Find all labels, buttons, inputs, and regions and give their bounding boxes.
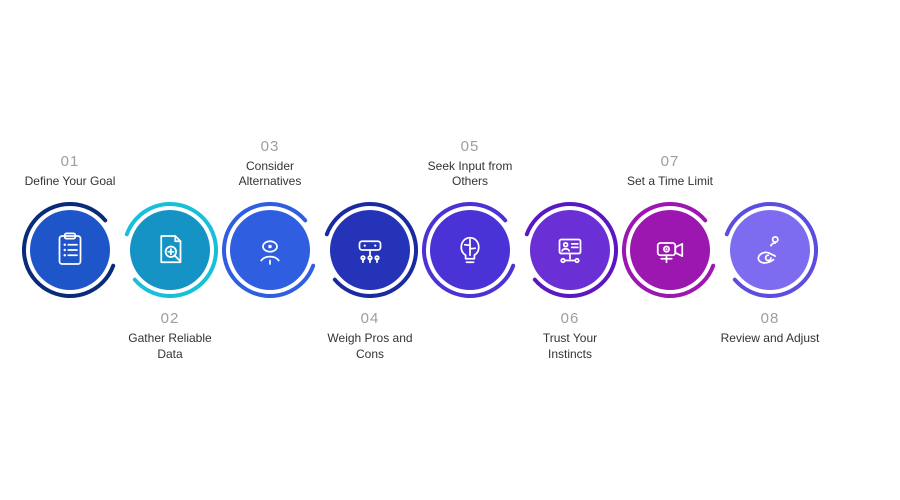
- step-number: 08: [720, 310, 820, 327]
- step-number: 02: [120, 310, 220, 327]
- step-disc: [130, 210, 210, 290]
- clipboard-icon: [49, 229, 91, 271]
- step-title: Review and Adjust: [720, 331, 820, 347]
- step-node-05: [422, 202, 518, 298]
- step-node-03: [222, 202, 318, 298]
- process-timeline: 01 Define Your Goal 02 Gather Reliable Data…: [0, 0, 900, 500]
- camera-icon: [649, 229, 691, 271]
- step-label-06: 06 Trust Your Instincts: [520, 310, 620, 362]
- step-title: Gather Reliable Data: [120, 331, 220, 362]
- step-label-02: 02 Gather Reliable Data: [120, 310, 220, 362]
- step-node-06: [522, 202, 618, 298]
- step-label-01: 01 Define Your Goal: [20, 153, 120, 190]
- step-node-02: [122, 202, 218, 298]
- brainstorm-icon: [249, 229, 291, 271]
- step-disc: [730, 210, 810, 290]
- step-number: 07: [620, 153, 720, 170]
- step-disc: [530, 210, 610, 290]
- doc-search-icon: [149, 229, 191, 271]
- step-label-07: 07 Set a Time Limit: [620, 153, 720, 190]
- step-number: 01: [20, 153, 120, 170]
- step-disc: [330, 210, 410, 290]
- step-disc: [30, 210, 110, 290]
- step-title: Define Your Goal: [20, 174, 120, 190]
- step-title: Seek Input from Others: [420, 159, 520, 190]
- step-disc: [230, 210, 310, 290]
- step-node-04: [322, 202, 418, 298]
- step-title: Set a Time Limit: [620, 174, 720, 190]
- step-disc: [630, 210, 710, 290]
- step-title: Weigh Pros and Cons: [320, 331, 420, 362]
- step-node-07: [622, 202, 718, 298]
- scale-icon: [349, 229, 391, 271]
- step-disc: [430, 210, 510, 290]
- step-node-08: [722, 202, 818, 298]
- step-title: Trust Your Instincts: [520, 331, 620, 362]
- step-number: 05: [420, 138, 520, 155]
- step-number: 06: [520, 310, 620, 327]
- step-number: 03: [220, 138, 320, 155]
- step-node-01: [22, 202, 118, 298]
- step-label-08: 08 Review and Adjust: [720, 310, 820, 347]
- step-label-03: 03 Consider Alternatives: [220, 138, 320, 190]
- step-title: Consider Alternatives: [220, 159, 320, 190]
- id-card-icon: [549, 229, 591, 271]
- step-label-05: 05 Seek Input from Others: [420, 138, 520, 190]
- handshake-icon: [749, 229, 791, 271]
- step-number: 04: [320, 310, 420, 327]
- step-label-04: 04 Weigh Pros and Cons: [320, 310, 420, 362]
- brain-icon: [449, 229, 491, 271]
